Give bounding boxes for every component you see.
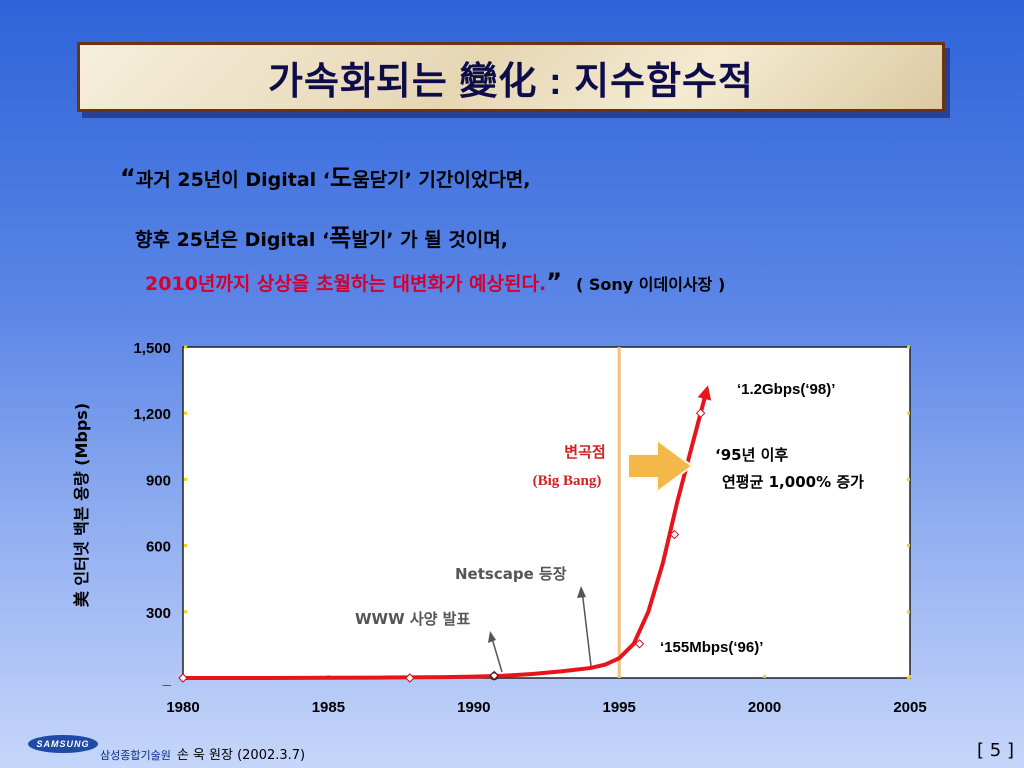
quote-line-2-big: 폭 [329,224,352,252]
bigbang-label: 변곡점 [564,443,605,461]
bigbang-sublabel: (Big Bang) [533,473,602,489]
footer: 삼성종합기술원 손 욱 원장 (2002.3.7) [100,744,305,763]
quote-line-2-pre: 향후 25년은 Digital ‘ [135,229,330,251]
x-tick-label: 1980 [166,699,199,716]
netscape-pointer [581,589,592,667]
x-tick-label: 1985 [312,699,345,716]
data-point [669,529,680,540]
y-tick-label: 600 [146,539,171,556]
x-tick-mark [908,675,912,678]
y-tick-label: 900 [146,472,171,489]
footer-author: 손 욱 원장 (2002.3.7) [176,748,306,763]
quote-close-mark: ” [546,268,562,296]
y-tick-mark [184,477,187,481]
page-number: [ 5 ] [977,740,1014,761]
quote-line-3-text: 2010년까지 상상을 초월하는 대변화가 예상된다. [145,273,547,295]
title-box: 가속화되는 變化 : 지수함수적 [77,42,945,112]
y-tick-label: 300 [146,605,171,622]
quote-line-2: 향후 25년은 Digital ‘폭발기’ 가 될 것이며, [135,218,508,253]
x-tick-mark [763,675,767,678]
data-point [178,673,188,683]
quote-line-2-post: 발기’ 가 될 것이며, [351,229,508,251]
netscape-pointer-head [577,586,586,598]
annotation-155mbps: ‘155Mbps(‘96)’ [660,639,763,656]
quote-line-1: “과거 25년이 Digital ‘도움닫기’ 기간이었다면, [120,158,531,193]
quote-line-1-post: 움닫기’ 기간이었다면, [352,169,531,191]
quote-open-mark: “ [120,164,136,192]
data-point [405,673,415,683]
y-tick-mark-right [907,411,910,415]
quote-source: ( Sony 이데이사장 ) [575,275,726,294]
y-tick-label: 1,200 [133,406,171,423]
y-tick-mark-right [907,544,910,548]
samsung-logo: SAMSUNG [28,735,98,753]
plot-area [182,346,911,679]
y-tick-mark-right [907,610,910,614]
x-tick-label: 1995 [603,699,636,716]
data-point [695,408,706,418]
series-arrowhead [697,385,712,401]
y-tick-mark [184,610,187,614]
www-point [490,672,499,681]
quote-line-1-big: 도 [330,164,353,192]
bigbang-arrow [627,438,694,494]
y-tick-mark [184,544,187,548]
x-tick-label: 2000 [748,699,781,716]
y-tick-mark [184,345,187,349]
x-tick-label: 2005 [893,699,926,716]
annotation-growth-1: ‘95년 이후 [715,446,788,464]
x-tick-label: 1990 [457,699,490,716]
footer-org: 삼성종합기술원 [100,749,171,762]
y-tick-label: 1,500 [133,340,171,357]
series-line [181,389,709,680]
www-pointer-head [488,631,496,643]
quote-line-3: 2010년까지 상상을 초월하는 대변화가 예상된다.” ( Sony 이데이사장… [145,268,725,296]
annotation-1-2gbps: ‘1.2Gbps(‘98)’ [737,381,835,398]
y-tick-mark-right [907,345,910,349]
annotation-www: WWW 사양 발표 [355,610,470,628]
y-tick-mark [184,411,187,415]
quote-line-1-pre: 과거 25년이 Digital ‘ [135,169,331,191]
annotation-growth-2: 연평균 1,000% 증가 [722,473,864,491]
y-tick-mark-right [907,477,910,481]
slide-title: 가속화되는 變化 : 지수함수적 [268,60,754,103]
data-point [634,639,645,649]
annotation-netscape: Netscape 등장 [455,565,567,583]
y-tick-label: _ [162,671,172,688]
